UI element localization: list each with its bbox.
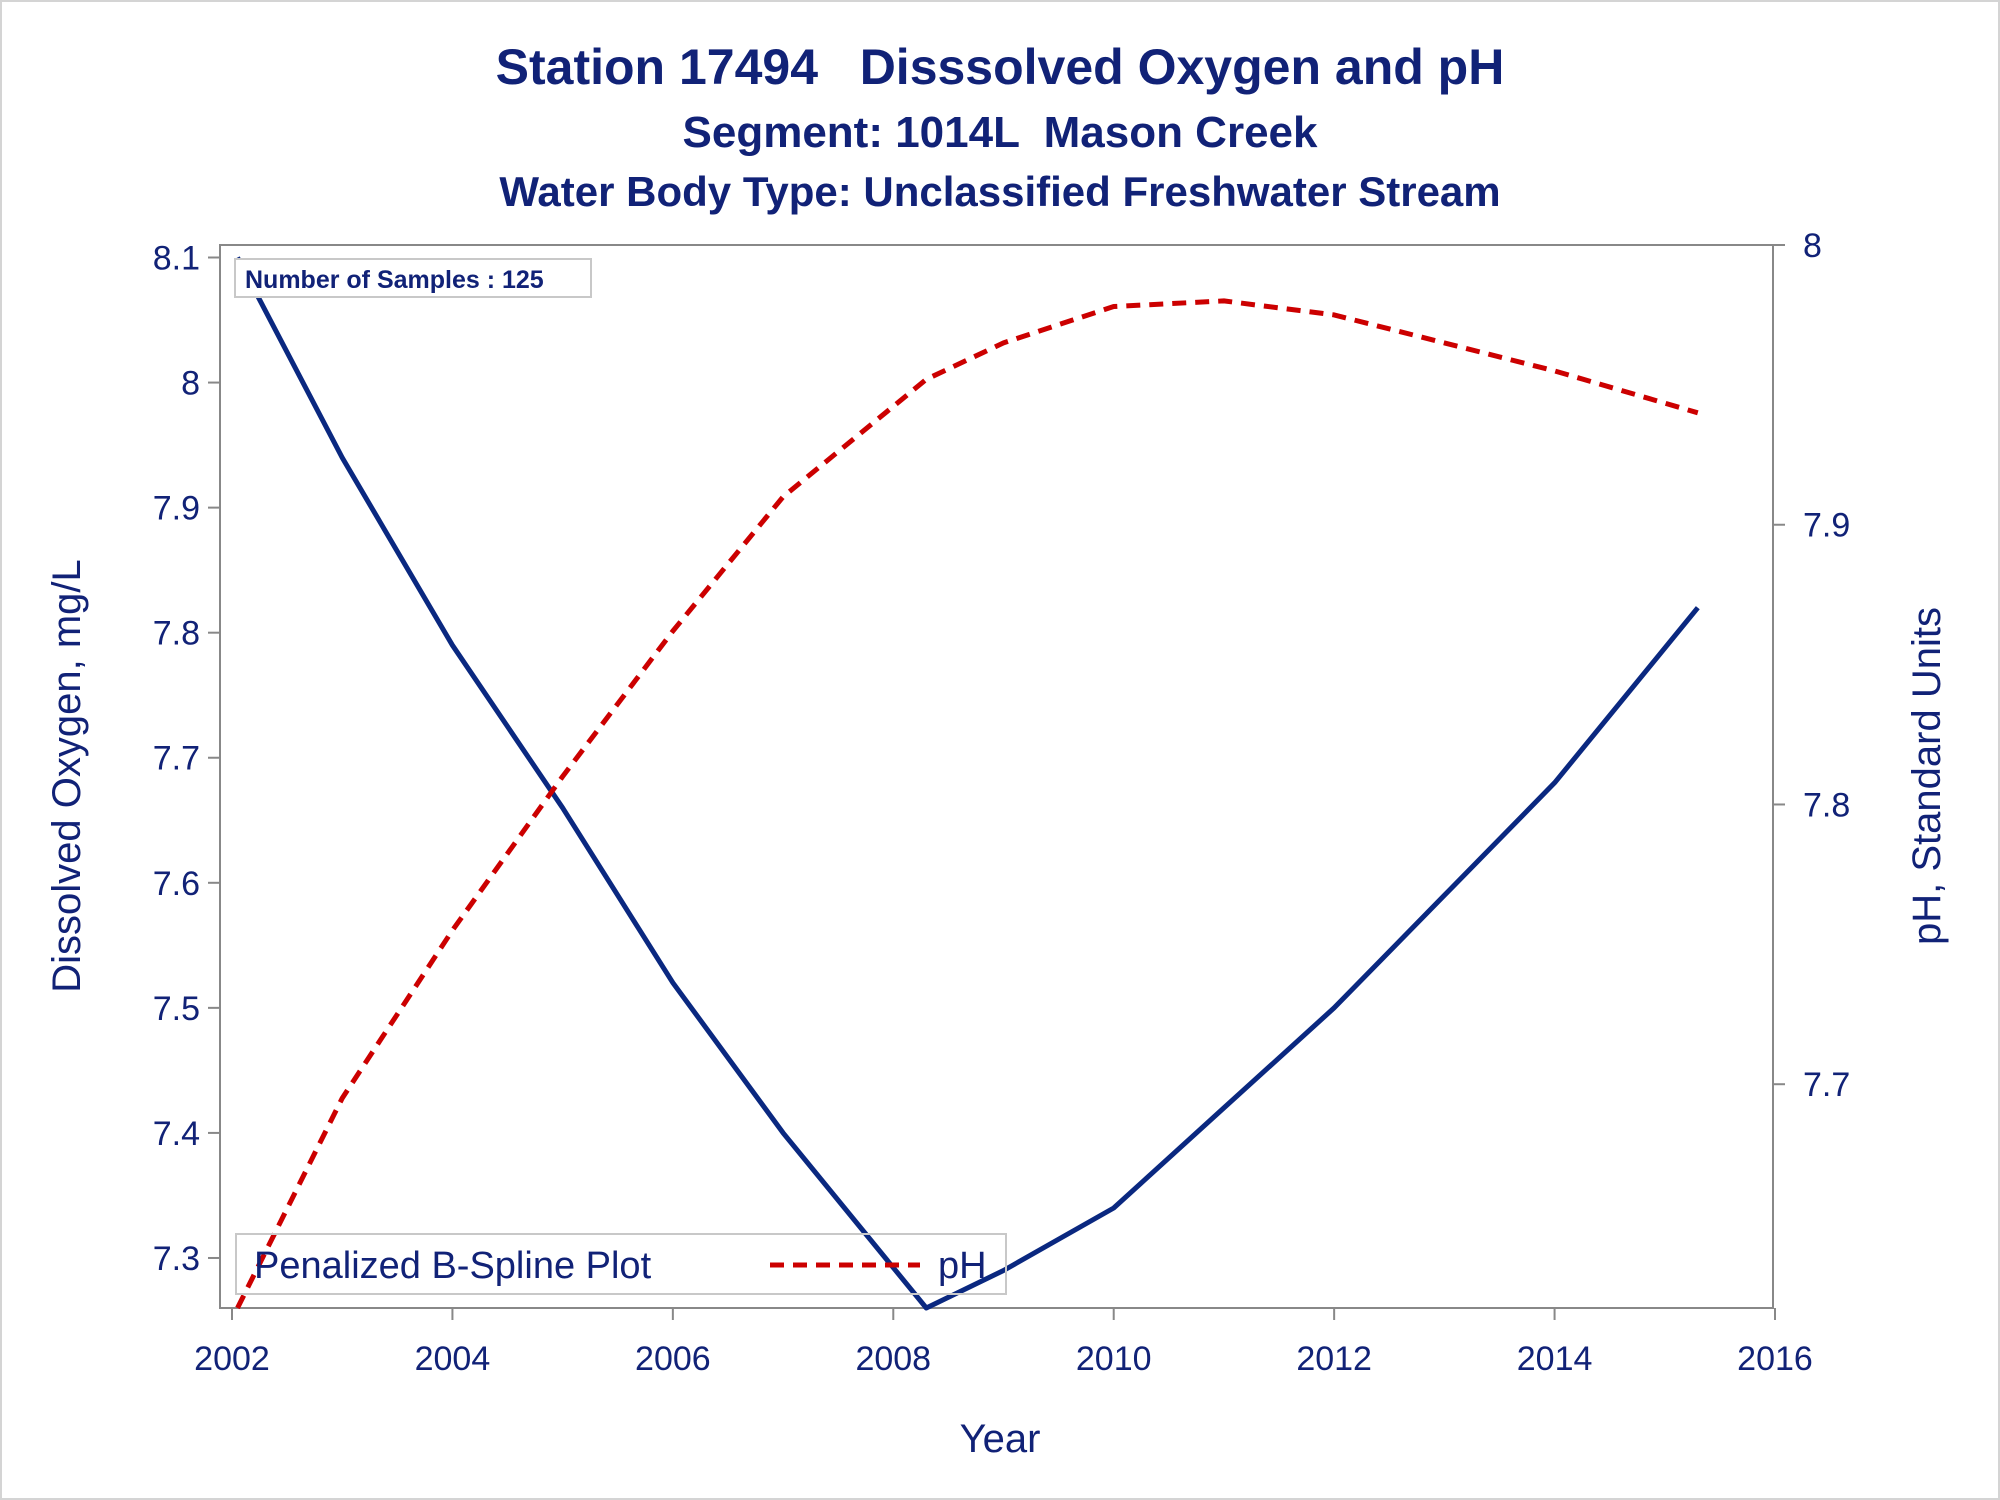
y-right-tick-label: 8: [1803, 227, 1822, 265]
y-right-tick-label: 7.7: [1803, 1066, 1850, 1104]
inset-box: [234, 258, 592, 298]
x-tick-label: 2008: [855, 1340, 931, 1378]
chart-title: Station 17494 Disssolved Oxygen and pH: [495, 39, 1505, 95]
plot-area: [219, 244, 1774, 1309]
legend-box: [235, 1233, 1007, 1295]
y-left-tick-label: 7.5: [153, 990, 200, 1028]
y-right-tick-label: 7.9: [1803, 507, 1850, 545]
ph-series-line: [235, 298, 1699, 1310]
x-tick-label: 2016: [1737, 1340, 1813, 1378]
x-axis-label: Year: [960, 1417, 1041, 1461]
sample-count-inset: Number of Samples : 125: [234, 258, 592, 298]
x-tick-label: 2006: [635, 1340, 711, 1378]
y-left-tick-label: 7.8: [153, 615, 200, 653]
chart-subtitle-water-body: Water Body Type: Unclassified Freshwater…: [499, 168, 1501, 215]
dissolved-oxygen-series-line: [235, 256, 1700, 1311]
y-left-tick-label: 7.9: [153, 490, 200, 528]
legend-label-ph: pH: [938, 1245, 987, 1287]
x-tick-label: 2014: [1517, 1340, 1593, 1378]
x-tick-label: 2002: [194, 1340, 270, 1378]
y-left-tick-label: 7.4: [153, 1115, 200, 1153]
y-left-tick-label: 7.7: [153, 740, 200, 778]
y-left-tick-label: 8.1: [153, 240, 200, 278]
y-left-tick-label: 7.3: [153, 1240, 200, 1278]
x-tick-label: 2004: [415, 1340, 491, 1378]
x-tick-label: 2012: [1296, 1340, 1372, 1378]
chart-subtitle-segment: Segment: 1014L Mason Creek: [682, 108, 1318, 157]
y-axis-label-right: pH, Standard Units: [1905, 607, 1949, 945]
legend: Penalized B-Spline Plot pH: [235, 1233, 1007, 1295]
y-left-tick-label: 8: [181, 365, 200, 403]
y-axis-label-left: Dissolved Oxygen, mg/L: [45, 559, 89, 993]
x-tick-label: 2010: [1076, 1340, 1152, 1378]
y-right-tick-label: 7.8: [1803, 786, 1850, 824]
legend-label-spline: Penalized B-Spline Plot: [254, 1245, 652, 1287]
inset-text: Number of Samples : 125: [245, 266, 544, 294]
y-left-tick-label: 7.6: [153, 865, 200, 903]
